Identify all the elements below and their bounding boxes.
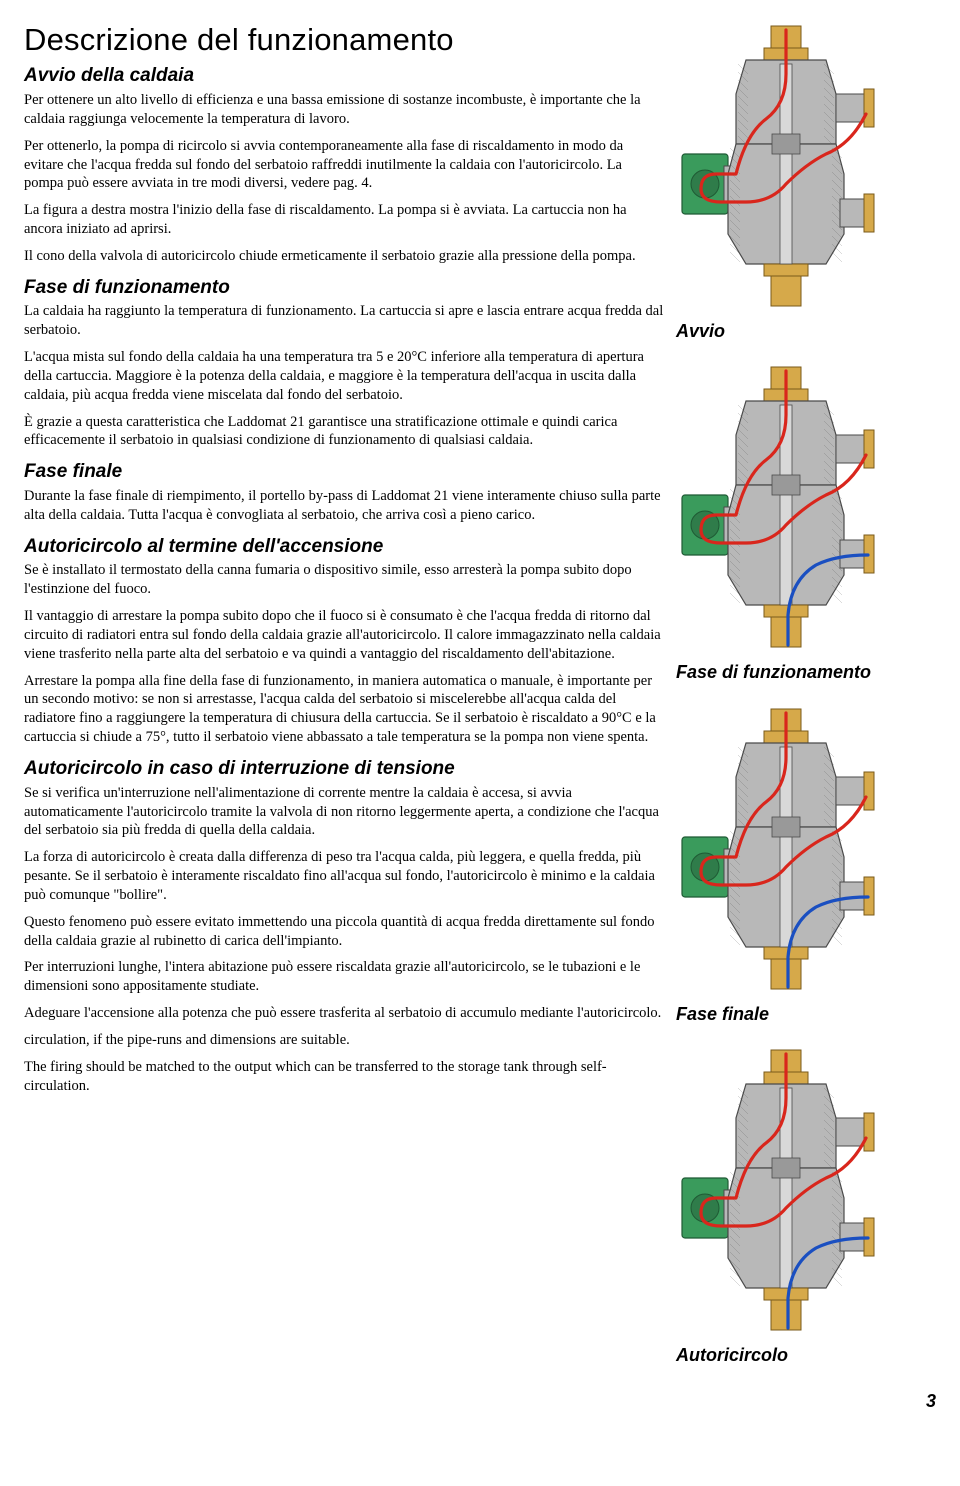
paragraph: La caldaia ha raggiunto la temperatura d…	[24, 302, 664, 340]
heading-avvio: Avvio della caldaia	[24, 64, 664, 89]
figure-autoricircolo: Autoricircolo	[676, 1048, 936, 1381]
page-number: 3	[24, 1390, 936, 1413]
paragraph: Per ottenere un alto livello di efficien…	[24, 91, 664, 129]
paragraph: Adeguare l'accensione alla potenza che p…	[24, 1004, 664, 1023]
page-title: Descrizione del funzionamento	[24, 20, 664, 60]
paragraph: La forza di autoricircolo è creata dalla…	[24, 848, 664, 905]
text-column: Descrizione del funzionamento Avvio dell…	[24, 20, 664, 1382]
figure-avvio: Avvio	[676, 24, 936, 357]
paragraph: Per interruzioni lunghe, l'intera abitaz…	[24, 958, 664, 996]
figure-label: Autoricircolo	[676, 1344, 788, 1367]
paragraph: Se si verifica un'interruzione nell'alim…	[24, 784, 664, 841]
paragraph: Il vantaggio di arrestare la pompa subit…	[24, 607, 664, 664]
figure-funzionamento: Fase di funzionamento	[676, 365, 936, 698]
valve-diagram-icon	[676, 365, 876, 655]
paragraph: Arrestare la pompa alla fine della fase …	[24, 672, 664, 747]
figure-finale: Fase finale	[676, 707, 936, 1040]
paragraph: L'acqua mista sul fondo della caldaia ha…	[24, 348, 664, 405]
figure-column: Avvio Fase di funzionamento Fase finale …	[676, 20, 936, 1382]
figure-label: Fase di funzionamento	[676, 661, 871, 684]
paragraph: Per ottenerlo, la pompa di ricircolo si …	[24, 137, 664, 194]
paragraph: Durante la fase finale di riempimento, i…	[24, 487, 664, 525]
paragraph: The firing should be matched to the outp…	[24, 1058, 664, 1096]
paragraph: È grazie a questa caratteristica che Lad…	[24, 413, 664, 451]
valve-diagram-icon	[676, 707, 876, 997]
valve-diagram-icon	[676, 24, 876, 314]
heading-autoricircolo-termine: Autoricircolo al termine dell'accensione	[24, 535, 664, 560]
heading-funzionamento: Fase di funzionamento	[24, 276, 664, 301]
paragraph: circulation, if the pipe-runs and dimens…	[24, 1031, 664, 1050]
paragraph: Il cono della valvola di autoricircolo c…	[24, 247, 664, 266]
paragraph: La figura a destra mostra l'inizio della…	[24, 201, 664, 239]
heading-autoricircolo-tensione: Autoricircolo in caso di interruzione di…	[24, 757, 664, 782]
paragraph: Questo fenomeno può essere evitato immet…	[24, 913, 664, 951]
heading-finale: Fase finale	[24, 460, 664, 485]
figure-label: Avvio	[676, 320, 725, 343]
valve-diagram-icon	[676, 1048, 876, 1338]
figure-label: Fase finale	[676, 1003, 769, 1026]
paragraph: Se è installato il termostato della cann…	[24, 561, 664, 599]
